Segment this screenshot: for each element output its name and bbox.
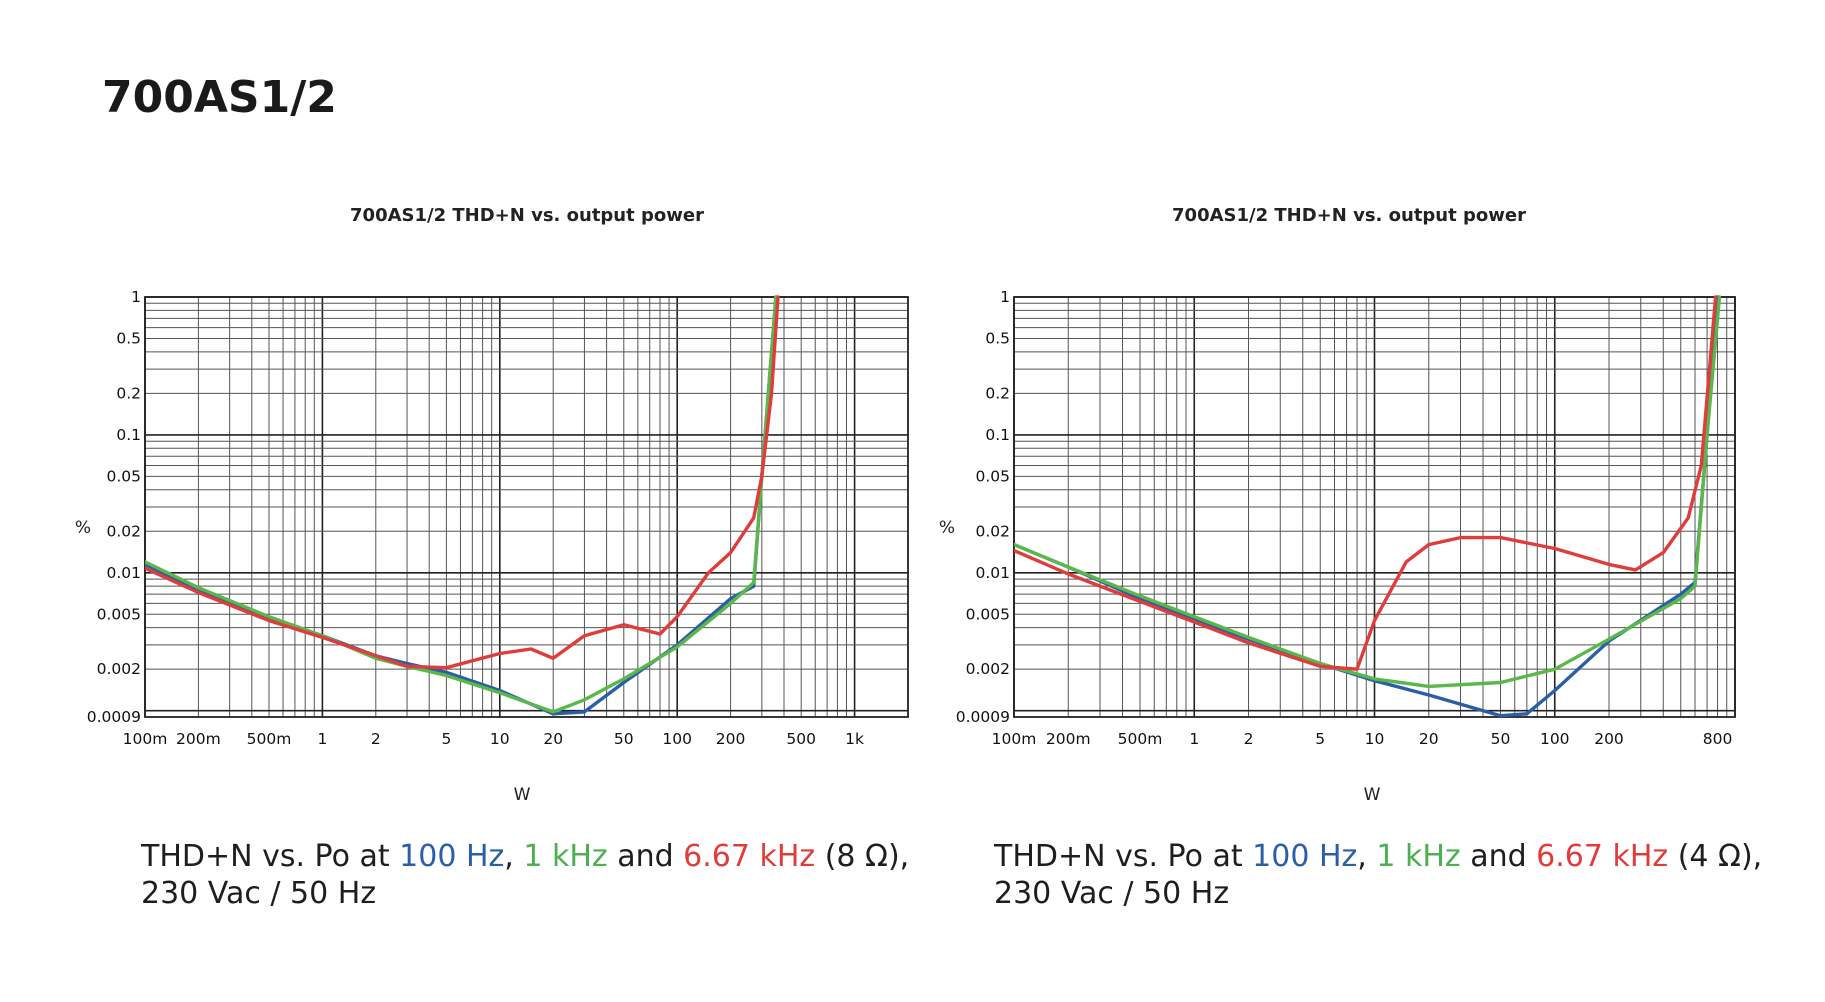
y-axis-label: % <box>75 518 91 538</box>
y-tick-label: 0.2 <box>116 384 141 402</box>
grid <box>144 296 909 718</box>
x-axis-label: W <box>1364 785 1381 805</box>
caption-right-prefix: THD+N vs. Po at <box>994 839 1253 874</box>
page-title: 700AS1/2 <box>102 72 337 123</box>
caption-right-blue: 100 Hz <box>1252 839 1358 874</box>
y-tick-label: 0.5 <box>116 330 141 348</box>
series-line-green <box>145 295 778 714</box>
caption-left-red: 6.67 kHz <box>683 839 816 874</box>
series-group <box>145 295 780 716</box>
caption-left-sep1: , <box>504 839 524 874</box>
caption-right-sep1: , <box>1357 839 1377 874</box>
x-tick-label: 50 <box>1491 730 1511 748</box>
plot-frame <box>144 296 909 718</box>
y-tick-label: 0.0009 <box>956 708 1010 726</box>
x-tick-label: 1 <box>1189 730 1199 748</box>
x-tick-label: 800 <box>1703 730 1733 748</box>
caption-left-line2: 230 Vac / 50 Hz <box>141 876 377 911</box>
x-tick-label: 100 <box>1540 730 1570 748</box>
x-tick-label: 100m <box>123 730 168 748</box>
y-tick-label: 0.5 <box>985 330 1010 348</box>
x-tick-label: 1k <box>845 730 864 748</box>
x-tick-label: 5 <box>441 730 451 748</box>
y-tick-label: 1 <box>131 288 141 306</box>
caption-left: THD+N vs. Po at 100 Hz, 1 kHz and 6.67 k… <box>141 838 909 912</box>
caption-left-green: 1 kHz <box>523 839 608 874</box>
caption-left-prefix: THD+N vs. Po at <box>141 839 400 874</box>
y-tick-label: 0.02 <box>106 522 141 540</box>
series-line-red <box>145 295 780 670</box>
chart-2: 700AS1/2 THD+N vs. output power 100m 200m 5… <box>939 205 1736 805</box>
caption-right-red: 6.67 kHz <box>1536 839 1669 874</box>
y-axis-label: % <box>939 518 955 538</box>
grid <box>1013 296 1736 718</box>
y-tick-label: 0.01 <box>975 564 1010 582</box>
x-tick-label: 200m <box>176 730 221 748</box>
chart-1: 700AS1/2 THD+N vs. output power 100m 200m 5… <box>75 205 909 805</box>
x-tick-label: 500 <box>786 730 816 748</box>
x-tick-label: 500m <box>247 730 292 748</box>
x-tick-label: 200 <box>716 730 746 748</box>
y-tick-label: 0.005 <box>97 605 141 623</box>
caption-right-line1: THD+N vs. Po at 100 Hz, 1 kHz and 6.67 k… <box>994 838 1762 875</box>
x-tick-label: 10 <box>1365 730 1385 748</box>
x-tick-label: 2 <box>371 730 381 748</box>
x-tick-label: 2 <box>1244 730 1254 748</box>
y-tick-label: 0.01 <box>106 564 141 582</box>
x-tick-label: 100 <box>662 730 692 748</box>
caption-left-sep2: and <box>607 839 684 874</box>
y-tick-label: 0.05 <box>106 467 141 485</box>
series-line-blue <box>1014 295 1720 718</box>
y-tick-label: 0.002 <box>97 660 141 678</box>
y-tick-label: 0.002 <box>966 660 1010 678</box>
y-tick-label: 0.2 <box>985 384 1010 402</box>
x-tick-label: 1 <box>317 730 327 748</box>
chart-title: 700AS1/2 THD+N vs. output power <box>350 205 704 226</box>
y-tick-label: 1 <box>1000 288 1010 306</box>
x-tick-label: 50 <box>614 730 634 748</box>
caption-right-green: 1 kHz <box>1376 839 1461 874</box>
x-tick-label: 500m <box>1118 730 1163 748</box>
x-tick-label: 10 <box>490 730 510 748</box>
series-group <box>1014 295 1722 718</box>
x-tick-label: 100m <box>992 730 1037 748</box>
series-line-red <box>1014 295 1718 671</box>
caption-left-suffix: (8 Ω), <box>815 839 910 874</box>
x-tick-label: 5 <box>1315 730 1325 748</box>
caption-right-suffix: (4 Ω), <box>1668 839 1763 874</box>
y-tick-label: 0.05 <box>975 467 1010 485</box>
x-tick-label: 200m <box>1046 730 1091 748</box>
x-axis-label: W <box>514 785 531 805</box>
x-tick-label: 20 <box>1419 730 1439 748</box>
y-tick-label: 0.1 <box>116 426 141 444</box>
y-tick-label: 0.02 <box>975 522 1010 540</box>
x-tick-label: 200 <box>1594 730 1624 748</box>
caption-left-line1: THD+N vs. Po at 100 Hz, 1 kHz and 6.67 k… <box>141 838 909 875</box>
chart-title: 700AS1/2 THD+N vs. output power <box>1172 205 1526 226</box>
y-tick-label: 0.1 <box>985 426 1010 444</box>
series-line-green <box>1014 295 1722 689</box>
x-tick-label: 20 <box>543 730 563 748</box>
y-tick-label: 0.0009 <box>87 708 141 726</box>
plot-frame <box>1013 296 1736 718</box>
y-tick-label: 0.005 <box>966 605 1010 623</box>
caption-left-blue: 100 Hz <box>399 839 505 874</box>
caption-right-sep2: and <box>1460 839 1537 874</box>
caption-right-line2: 230 Vac / 50 Hz <box>994 876 1230 911</box>
caption-right: THD+N vs. Po at 100 Hz, 1 kHz and 6.67 k… <box>994 838 1762 912</box>
